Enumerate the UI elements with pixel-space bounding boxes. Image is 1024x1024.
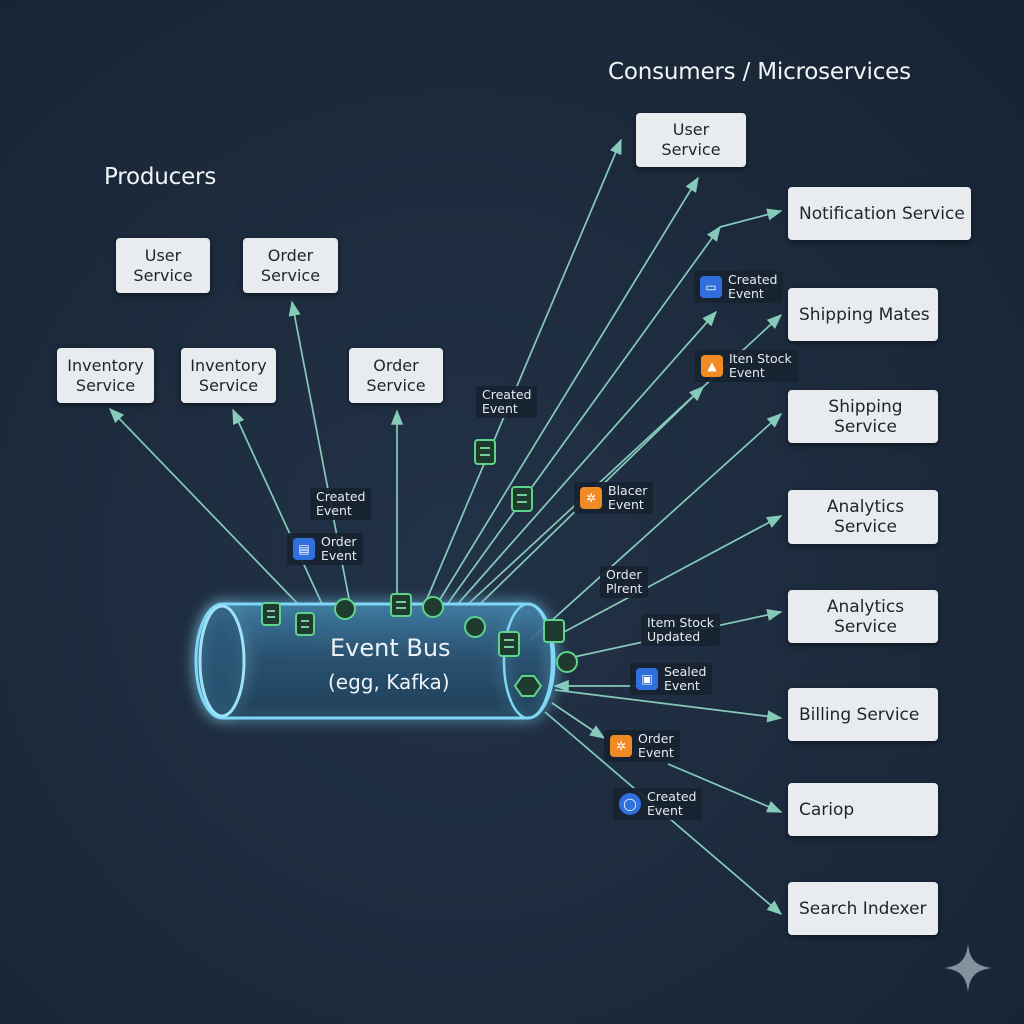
arrow-to-order-event-lower <box>551 702 606 739</box>
event-bus-right-cap <box>502 602 554 720</box>
event-token-icon <box>422 596 444 618</box>
sparkle-icon <box>944 944 992 992</box>
arrow-to-cariop <box>667 763 783 813</box>
event-label-item-stock-updated: Item Stock Updated <box>641 614 721 646</box>
event-label-text: Order Event <box>321 534 357 563</box>
event-bus-left-cap <box>198 604 246 718</box>
monitor-icon: ▭ <box>700 276 722 298</box>
event-label-item-stock: ▲ Iten Stock Event <box>695 350 798 382</box>
event-label-order-left: ▤ Order Event <box>287 533 363 565</box>
event-label-created-right: ▭ Created Event <box>694 271 784 303</box>
event-label-sealed: ▣ Sealed Event <box>630 663 713 695</box>
arrow-to-created-event-right <box>455 310 718 607</box>
consumers-heading: Consumers / Microservices <box>608 59 911 85</box>
arrow-to-inventory-service-a <box>108 407 299 605</box>
arrow-to-billing-service <box>554 689 783 723</box>
producer-user-service[interactable]: User Service <box>116 238 210 293</box>
event-label-text: Sealed Event <box>664 664 707 693</box>
event-token-icon <box>334 598 356 620</box>
event-bus-subtitle: (egg, Kafka) <box>328 670 450 694</box>
event-token-icon <box>295 612 315 636</box>
event-label-text: Created Event <box>728 272 778 301</box>
event-token-icon <box>511 486 533 512</box>
event-token-icon <box>464 616 486 638</box>
arrow-to-inventory-service-b <box>232 408 323 605</box>
producers-heading: Producers <box>104 164 217 190</box>
arrow-to-analytics-service-a <box>548 515 783 641</box>
consumer-billing-service[interactable]: Billing Service <box>788 688 938 741</box>
arrow-to-consumer-user-service-2 <box>435 176 699 607</box>
producer-order-service-mid[interactable]: Order Service <box>349 348 443 403</box>
producer-order-service-top[interactable]: Order Service <box>243 238 338 293</box>
ring-icon: ◯ <box>619 793 641 815</box>
event-label-order-lower: ✲ Order Event <box>604 730 680 762</box>
event-label-text: Created Event <box>316 489 366 518</box>
event-token-icon <box>261 602 281 626</box>
consumer-shipping-service[interactable]: Shipping Service <box>788 390 938 443</box>
event-label-text: Created Event <box>647 789 697 818</box>
event-label-text: Item Stock Updated <box>647 615 715 644</box>
consumer-shipping-mates[interactable]: Shipping Mates <box>788 288 938 341</box>
event-label-created-lower: ◯ Created Event <box>613 788 703 820</box>
event-label-text: Order Event <box>638 731 674 760</box>
arrow-to-shipping-service <box>529 412 783 641</box>
event-label-created-mid: Created Event <box>310 488 372 520</box>
producer-inventory-service-a[interactable]: Inventory Service <box>57 348 154 403</box>
event-label-order-plrent: Order Plrent <box>600 566 649 598</box>
event-token-icon <box>498 631 520 657</box>
event-label-text: Blacer Event <box>608 483 648 512</box>
event-token-icon <box>390 593 412 617</box>
cog-icon: ✲ <box>580 487 602 509</box>
event-token-marks <box>267 447 527 648</box>
event-bus <box>194 602 556 720</box>
event-token-icon <box>513 675 543 697</box>
consumer-notification-service[interactable]: Notification Service <box>788 187 971 240</box>
event-token-icon <box>474 439 496 465</box>
event-bus-title: Event Bus <box>330 634 451 662</box>
arrow-to-notification-service <box>445 225 721 607</box>
event-label-text: Order Plrent <box>606 567 643 596</box>
event-tokens <box>261 439 578 697</box>
event-label-text: Created Event <box>482 387 532 416</box>
consumer-search-indexer[interactable]: Search Indexer <box>788 882 938 935</box>
card-icon: ▣ <box>636 668 658 690</box>
event-label-created-upper: Created Event <box>476 386 538 418</box>
event-label-blacer: ✲ Blacer Event <box>574 482 654 514</box>
event-token-icon <box>543 619 565 643</box>
card-icon: ▤ <box>293 538 315 560</box>
package-icon: ▲ <box>701 355 723 377</box>
consumer-analytics-service-b[interactable]: Analytics Service <box>788 590 938 643</box>
arrow-notification-tail <box>719 208 783 228</box>
consumer-analytics-service-a[interactable]: Analytics Service <box>788 490 938 544</box>
event-token-icon <box>556 651 578 673</box>
event-label-text: Iten Stock Event <box>729 351 792 380</box>
cog-icon: ✲ <box>610 735 632 757</box>
consumer-user-service[interactable]: User Service <box>636 113 746 167</box>
sparkle-shape <box>944 944 992 992</box>
producer-inventory-service-b[interactable]: Inventory Service <box>181 348 276 403</box>
arrow-to-consumer-user-service <box>423 138 622 607</box>
consumer-cariop[interactable]: Cariop <box>788 783 938 836</box>
